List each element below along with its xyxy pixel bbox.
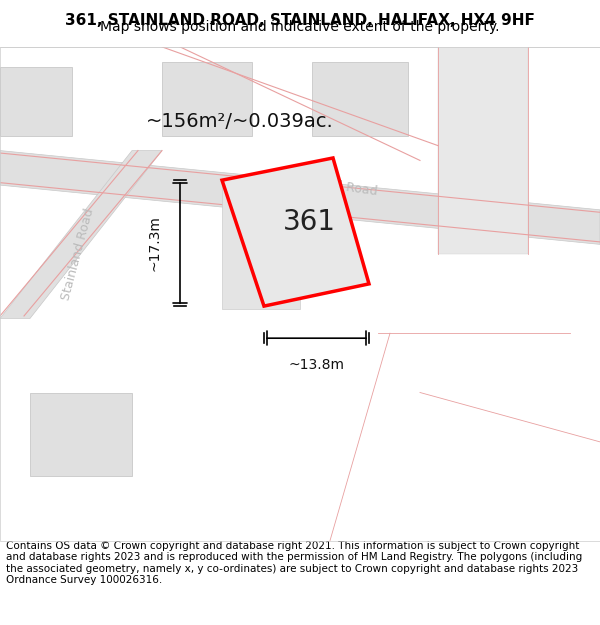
Polygon shape — [312, 62, 408, 136]
Text: Stainland Road: Stainland Road — [59, 207, 97, 302]
Polygon shape — [0, 151, 162, 318]
Text: Map shows position and indicative extent of the property.: Map shows position and indicative extent… — [100, 20, 500, 34]
Polygon shape — [0, 151, 600, 244]
Text: Stainland Road: Stainland Road — [282, 172, 378, 198]
Text: 361, STAINLAND ROAD, STAINLAND, HALIFAX, HX4 9HF: 361, STAINLAND ROAD, STAINLAND, HALIFAX,… — [65, 13, 535, 28]
Polygon shape — [0, 67, 72, 136]
Text: 361: 361 — [283, 208, 335, 236]
Polygon shape — [30, 392, 132, 476]
Polygon shape — [162, 62, 252, 136]
Text: Contains OS data © Crown copyright and database right 2021. This information is : Contains OS data © Crown copyright and d… — [6, 541, 582, 586]
Text: ~13.8m: ~13.8m — [289, 358, 344, 372]
Polygon shape — [222, 180, 300, 309]
Polygon shape — [222, 158, 369, 306]
Text: ~17.3m: ~17.3m — [148, 215, 162, 271]
Polygon shape — [438, 47, 528, 254]
Text: ~156m²/~0.039ac.: ~156m²/~0.039ac. — [146, 112, 334, 131]
